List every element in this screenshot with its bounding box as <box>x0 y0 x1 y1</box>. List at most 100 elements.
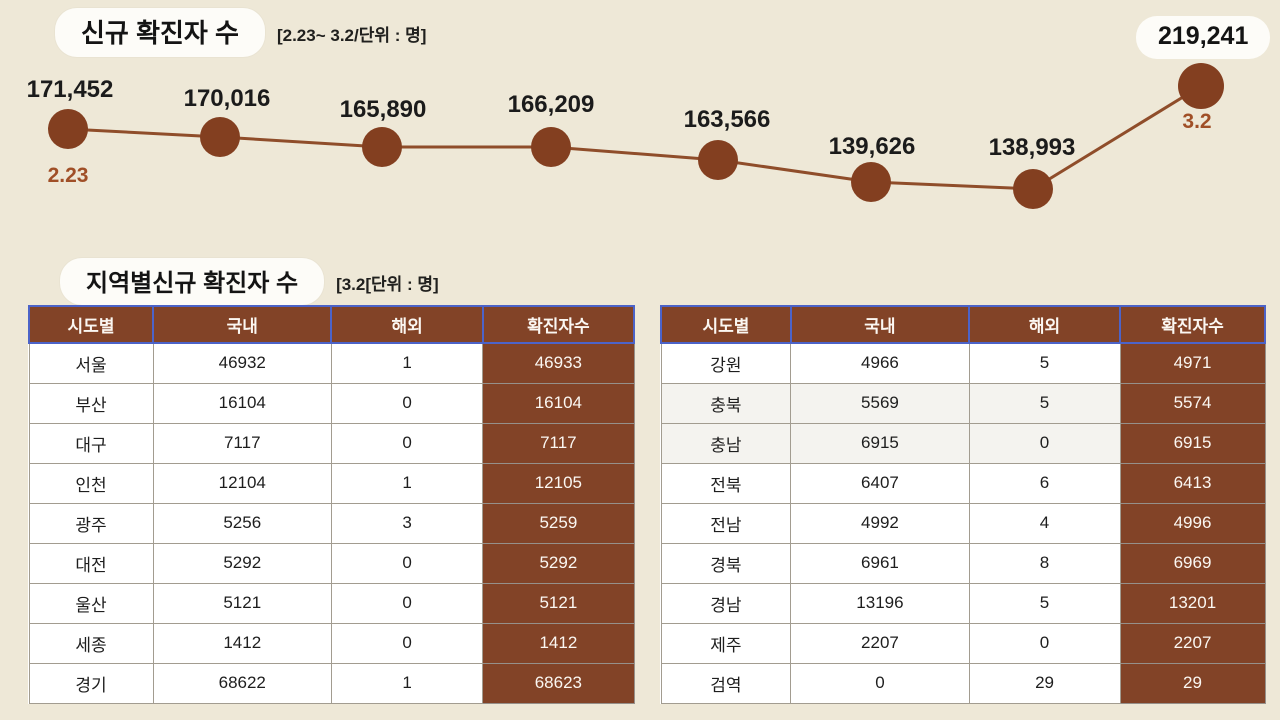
overseas-count-cell: 0 <box>330 382 484 424</box>
table-row: 검역 0 29 29 <box>660 662 1266 704</box>
table-row: 부산 16104 0 16104 <box>28 382 635 424</box>
region-cell: 경북 <box>660 542 792 584</box>
column-header-overseas: 해외 <box>968 305 1122 344</box>
overseas-count-cell: 5 <box>968 582 1121 624</box>
total-count-cell: 2207 <box>1119 622 1266 664</box>
data-point-dot <box>851 162 891 202</box>
data-point-label: 138,993 <box>989 134 1076 161</box>
domestic-count-cell: 6407 <box>790 462 970 504</box>
table-row: 전남 4992 4 4996 <box>660 502 1266 544</box>
overseas-count-cell: 0 <box>330 542 484 584</box>
data-point-label: 171,452 <box>27 76 114 103</box>
data-point-dot <box>362 127 402 167</box>
region-cell: 세종 <box>28 622 154 664</box>
data-point-dot <box>200 117 240 157</box>
overseas-count-cell: 8 <box>968 542 1121 584</box>
overseas-count-cell: 5 <box>968 342 1121 384</box>
column-header-overseas: 해외 <box>330 305 484 344</box>
total-count-cell: 13201 <box>1119 582 1266 624</box>
peak-value-label: 219,241 <box>1158 22 1249 50</box>
total-count-cell: 6915 <box>1119 422 1266 464</box>
tables-title-pill: 지역별신규 확진자 수 <box>60 258 325 305</box>
chart-title: 신규 확진자 수 <box>81 18 239 48</box>
region-cell: 대전 <box>28 542 154 584</box>
overseas-count-cell: 5 <box>968 382 1121 424</box>
overseas-count-cell: 0 <box>968 622 1121 664</box>
overseas-count-cell: 0 <box>330 582 484 624</box>
regional-table-left: 시도별 국내 해외 확진자수 서울 46932 1 46933 부산 16104 0 1610… <box>27 305 636 704</box>
domestic-count-cell: 12104 <box>152 462 332 504</box>
overseas-count-cell: 0 <box>330 422 484 464</box>
data-point-dot-peak <box>1178 63 1224 109</box>
domestic-count-cell: 0 <box>790 662 970 704</box>
new-cases-line-chart: 171,452 170,016 165,890 166,209 163,566 … <box>27 63 1224 209</box>
table-row: 전북 6407 6 6413 <box>660 462 1266 504</box>
data-point-dot <box>531 127 571 167</box>
column-header-region: 시도별 <box>27 305 155 344</box>
data-point-label: 166,209 <box>508 91 595 118</box>
table-row: 충남 6915 0 6915 <box>660 422 1266 464</box>
chart-subtitle: [2.23~ 3.2/단위 : 명] <box>276 26 427 45</box>
region-cell: 광주 <box>28 502 154 544</box>
domestic-count-cell: 5121 <box>152 582 332 624</box>
region-cell: 전북 <box>660 462 792 504</box>
column-header-total: 확진자수 <box>1119 305 1266 344</box>
total-count-cell: 29 <box>1119 662 1266 704</box>
data-point-label: 165,890 <box>340 96 427 123</box>
region-cell: 전남 <box>660 502 792 544</box>
region-cell: 인천 <box>28 462 154 504</box>
total-count-cell: 1412 <box>482 622 635 664</box>
column-header-domestic: 국내 <box>789 305 971 344</box>
region-cell: 충남 <box>660 422 792 464</box>
table-row: 대구 7117 0 7117 <box>28 422 635 464</box>
overseas-count-cell: 6 <box>968 462 1121 504</box>
overseas-count-cell: 4 <box>968 502 1121 544</box>
region-cell: 부산 <box>28 382 154 424</box>
column-header-total: 확진자수 <box>481 305 636 344</box>
domestic-count-cell: 4966 <box>790 342 970 384</box>
table-row: 제주 2207 0 2207 <box>660 622 1266 664</box>
domestic-count-cell: 5569 <box>790 382 970 424</box>
total-count-cell: 7117 <box>482 422 635 464</box>
overseas-count-cell: 1 <box>330 662 484 704</box>
table-row: 대전 5292 0 5292 <box>28 542 635 584</box>
domestic-count-cell: 46932 <box>152 342 332 384</box>
data-point-dot <box>48 109 88 149</box>
x-axis-label-first: 2.23 <box>48 164 89 187</box>
table-row: 세종 1412 0 1412 <box>28 622 635 664</box>
total-count-cell: 4971 <box>1119 342 1266 384</box>
tables-subtitle: [3.2[단위 : 명] <box>336 275 439 294</box>
total-count-cell: 5121 <box>482 582 635 624</box>
table-row: 울산 5121 0 5121 <box>28 582 635 624</box>
tables-header: 지역별신규 확진자 수 [3.2[단위 : 명] <box>60 258 439 305</box>
domestic-count-cell: 16104 <box>152 382 332 424</box>
overseas-count-cell: 29 <box>968 662 1121 704</box>
domestic-count-cell: 7117 <box>152 422 332 464</box>
region-cell: 강원 <box>660 342 792 384</box>
domestic-count-cell: 13196 <box>790 582 970 624</box>
overseas-count-cell: 0 <box>330 622 484 664</box>
tables-title: 지역별신규 확진자 수 <box>86 270 299 297</box>
total-count-cell: 5259 <box>482 502 635 544</box>
data-point-dot <box>698 140 738 180</box>
data-point-label: 139,626 <box>829 133 916 160</box>
table-row: 경남 13196 5 13201 <box>660 582 1266 624</box>
domestic-count-cell: 68622 <box>152 662 332 704</box>
total-count-cell: 46933 <box>482 342 635 384</box>
table-header-row: 시도별 국내 해외 확진자수 <box>27 305 636 344</box>
domestic-count-cell: 5256 <box>152 502 332 544</box>
total-count-cell: 6969 <box>1119 542 1266 584</box>
domestic-count-cell: 5292 <box>152 542 332 584</box>
total-count-cell: 5292 <box>482 542 635 584</box>
chart-header: 신규 확진자 수 [2.23~ 3.2/단위 : 명] <box>55 8 426 57</box>
table-row: 충북 5569 5 5574 <box>660 382 1266 424</box>
overseas-count-cell: 0 <box>968 422 1121 464</box>
region-cell: 경남 <box>660 582 792 624</box>
domestic-count-cell: 1412 <box>152 622 332 664</box>
total-count-cell: 5574 <box>1119 382 1266 424</box>
region-cell: 검역 <box>660 662 792 704</box>
region-cell: 충북 <box>660 382 792 424</box>
region-cell: 서울 <box>28 342 154 384</box>
table-header-row: 시도별 국내 해외 확진자수 <box>660 305 1266 344</box>
